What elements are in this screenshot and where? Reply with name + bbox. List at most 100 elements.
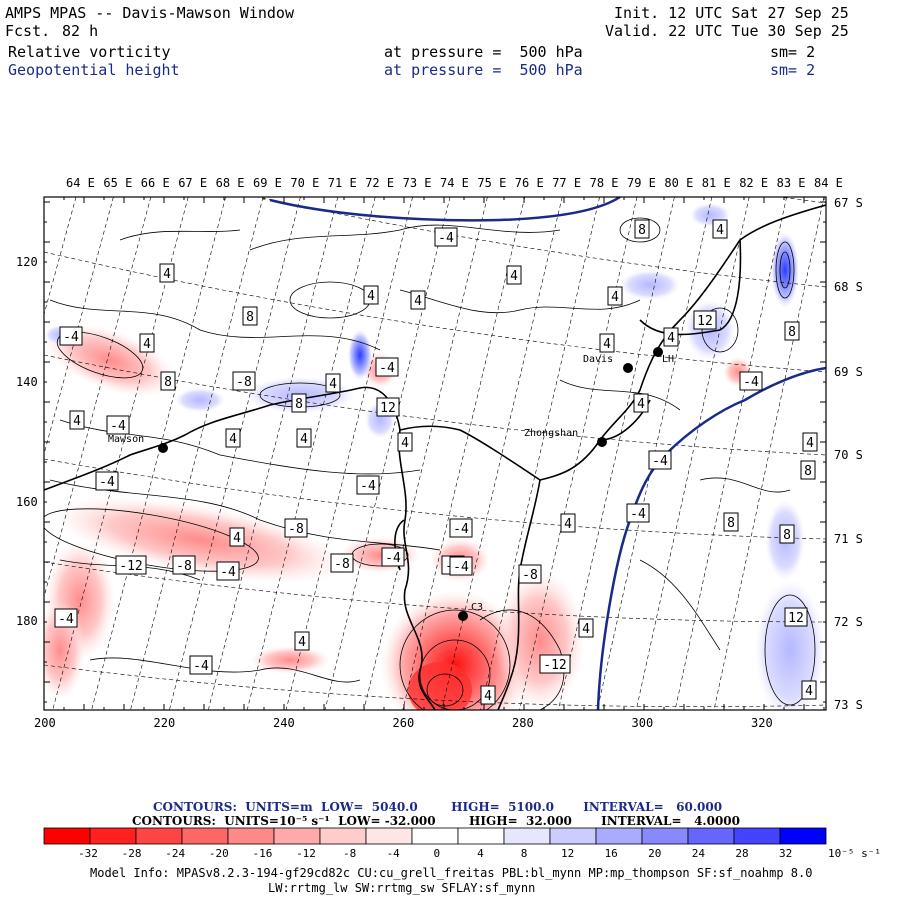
- svg-text:-4: -4: [630, 507, 646, 522]
- svg-text:-4: -4: [193, 659, 209, 674]
- colorbar-swatch: [411, 827, 459, 845]
- lon-label: 71 E: [327, 176, 357, 190]
- contour-label: 4: [802, 432, 818, 452]
- height-contour-info: CONTOURS: UNITS=m LOW= 5040.0 HIGH= 5100…: [153, 800, 723, 814]
- x-tick: 260: [392, 716, 415, 730]
- svg-text:8: 8: [788, 325, 796, 340]
- contour-label: -4: [356, 475, 380, 495]
- lon-label: 81 E: [701, 176, 731, 190]
- colorbar-swatch: [227, 827, 275, 845]
- svg-text:4: 4: [229, 432, 237, 447]
- colorbar-label: -20: [208, 847, 229, 860]
- colorbar-unit: 10⁻⁵ s⁻¹: [828, 847, 881, 860]
- x-tick: 300: [631, 716, 654, 730]
- colorbar-label: 0: [433, 847, 441, 860]
- vorticity-contour-info: CONTOURS: UNITS=10⁻⁵ s⁻¹ LOW= -32.000 HI…: [132, 814, 740, 828]
- lat-label: 69 S: [834, 365, 863, 379]
- field2-name: Geopotential height: [8, 61, 180, 79]
- svg-text:8: 8: [295, 397, 303, 412]
- lon-label: 72 E: [365, 176, 395, 190]
- x-tick: 280: [512, 716, 534, 730]
- colorbar-swatch: [503, 827, 551, 845]
- contour-label: -4: [434, 227, 458, 247]
- lat-label: 72 S: [834, 615, 863, 629]
- colorbar-swatch: [641, 827, 689, 845]
- svg-text:4: 4: [484, 689, 492, 704]
- field1-name: Relative vorticity: [8, 43, 171, 61]
- contour-label: 4: [229, 527, 245, 547]
- colorbar-swatch: [457, 827, 505, 845]
- contour-label: 4: [560, 513, 576, 533]
- field1-pressure: at pressure = 500 hPa: [384, 43, 583, 61]
- contour-label: -8: [232, 371, 256, 391]
- svg-text:Zhongshan: Zhongshan: [524, 428, 578, 439]
- svg-text:-4: -4: [379, 361, 395, 376]
- svg-text:-4: -4: [652, 454, 668, 469]
- contour-label: -4: [59, 326, 83, 346]
- lon-label: 68 E: [215, 176, 245, 190]
- svg-text:-12: -12: [543, 658, 566, 673]
- contour-label: -4: [626, 503, 650, 523]
- valid-time: Valid. 22 UTC Tue 30 Sep 25: [605, 22, 849, 40]
- svg-text:-4: -4: [58, 612, 74, 627]
- field2-pressure: at pressure = 500 hPa: [384, 61, 583, 79]
- colorbar-swatch: [89, 827, 137, 845]
- svg-text:C3: C3: [471, 602, 483, 613]
- contour-label: -4: [648, 450, 672, 470]
- y-tick: 160: [16, 495, 38, 509]
- contour-label: 4: [397, 432, 413, 452]
- contour-label: -4: [106, 415, 130, 435]
- svg-text:4: 4: [716, 223, 724, 238]
- svg-text:4: 4: [564, 517, 572, 532]
- contour-label: 12: [376, 397, 400, 417]
- svg-text:4: 4: [806, 436, 814, 451]
- contour-labels: -4 4 4 4 4 8 -4 4 8 -8 4 -4 8 12 4 4 4 4 -4 -4 -4 4 -8 -12 -8 -4 -…: [54, 219, 818, 705]
- colorbar-label: -28: [121, 847, 142, 860]
- svg-text:Davis: Davis: [583, 354, 613, 365]
- contour-label: 8: [723, 512, 739, 532]
- svg-text:-8: -8: [176, 559, 192, 574]
- colorbar-swatch: [733, 827, 781, 845]
- lon-label: 67 E: [178, 176, 208, 190]
- colorbar-label: 32: [778, 847, 793, 860]
- y-tick: 140: [16, 375, 38, 389]
- station-c3: C3: [458, 602, 483, 621]
- colorbar-label: 4: [477, 847, 484, 860]
- map-frame: [43, 196, 827, 711]
- station-markers: Mawson Davis Zhongshan LH C3: [108, 347, 674, 621]
- svg-text:8: 8: [804, 464, 812, 479]
- lon-label: 80 E: [664, 176, 694, 190]
- contour-label: 4: [633, 393, 649, 413]
- x-tick: 240: [273, 716, 295, 730]
- forecast-hours: 82 h: [62, 22, 99, 40]
- station-mawson: Mawson: [108, 434, 168, 453]
- model-info: Model Info: MPASv8.2.3-194-gf29cd82c CU:…: [90, 866, 813, 880]
- lat-label: 68 S: [834, 280, 863, 294]
- svg-text:4: 4: [163, 267, 171, 282]
- colorbar-label: 16: [604, 847, 618, 860]
- svg-text:-4: -4: [99, 475, 115, 490]
- svg-text:12: 12: [697, 314, 713, 329]
- colorbar-swatch: [319, 827, 367, 845]
- svg-text:-12: -12: [119, 559, 142, 574]
- svg-text:8: 8: [164, 375, 172, 390]
- field1-smoothing: sm= 2: [770, 43, 816, 61]
- contour-label: 4: [69, 410, 85, 430]
- shaded-field: [44, 197, 826, 710]
- lon-label: 79 E: [627, 176, 656, 190]
- colorbar-swatch: [779, 827, 827, 845]
- colorbar-swatch: [273, 827, 321, 845]
- svg-text:4: 4: [143, 337, 151, 352]
- svg-text:4: 4: [329, 377, 337, 392]
- svg-text:4: 4: [637, 397, 645, 412]
- station-lh: LH: [653, 347, 674, 365]
- contour-label: -4: [381, 547, 405, 567]
- colorbar-swatch: [181, 827, 229, 845]
- lon-label: 74 E: [440, 176, 469, 190]
- model-info-physics: LW:rrtmg_lw SW:rrtmg_sw SFLAY:sf_mynn: [268, 881, 536, 895]
- colorbar-swatch: [365, 827, 413, 845]
- svg-text:-4: -4: [63, 330, 79, 345]
- colorbar-swatch: [687, 827, 735, 845]
- contour-label: 4: [159, 263, 175, 283]
- contour-label: 4: [294, 631, 310, 651]
